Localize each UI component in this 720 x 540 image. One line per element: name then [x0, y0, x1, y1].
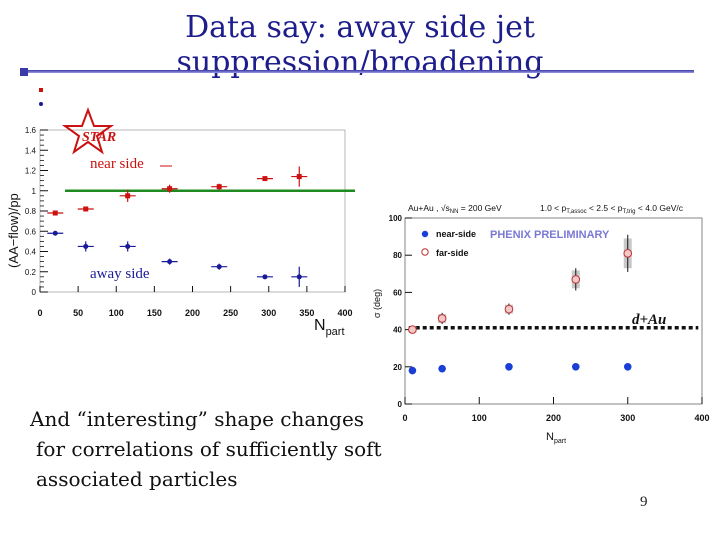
- body-line-3: associated particles: [36, 467, 238, 491]
- star-y-axis-label: (AA−flow)/pp: [6, 193, 21, 268]
- phenix-legend-near-label: near-side: [436, 229, 476, 239]
- phenix-y-tick-label: 0: [398, 400, 403, 409]
- phenix-far-point: [504, 304, 514, 314]
- phenix-near-point: [623, 363, 632, 371]
- star-logo-text: STAR: [82, 130, 116, 145]
- phenix-far-point: [571, 275, 581, 284]
- phenix-y-axis-label: σ (deg): [372, 289, 382, 318]
- star-near-point: [83, 206, 89, 212]
- star-away-point: [296, 274, 302, 280]
- title-underline-cap: [20, 68, 28, 76]
- star-near-point: [52, 210, 58, 216]
- phenix-x-axis-label: Npart: [546, 431, 566, 445]
- phenix-legend-far-marker: [421, 248, 429, 256]
- phenix-legend-far-label: far-side: [436, 248, 469, 258]
- star-away-point: [52, 230, 58, 236]
- phenix-x-tick-label: 300: [620, 413, 635, 423]
- slide-title: Data say: away side jet suppression/broa…: [176, 10, 544, 80]
- star-x-axis-label: Npart: [314, 317, 345, 338]
- star-near-point: [216, 184, 222, 190]
- phenix-legend-near-marker: [421, 230, 429, 238]
- phenix-y-tick-label: 40: [393, 326, 402, 335]
- star-x-tick-label: 0: [37, 308, 42, 318]
- body-line-2: for correlations of sufficiently soft: [36, 437, 382, 461]
- body-line-1: And “interesting” shape changes: [30, 407, 365, 431]
- phenix-plot-frame: [404, 217, 703, 405]
- star-y-tick-label: 0.6: [25, 227, 37, 236]
- star-x-tick-label: 300: [261, 308, 276, 318]
- phenix-y-tick-label: 60: [393, 288, 402, 297]
- dau-label: d+Au: [632, 312, 666, 328]
- phenix-far-point: [437, 314, 447, 323]
- star-near-point: [125, 193, 131, 199]
- star-away-point: [262, 274, 268, 280]
- phenix-chart: 0 20 40 60 80 100 0 100 200 300 400 σ (deg) Npart…: [372, 203, 710, 445]
- phenix-y-tick-label: 20: [393, 363, 402, 372]
- title-underline: [24, 70, 694, 73]
- star-x-tick-label: 400: [337, 308, 352, 318]
- phenix-x-tick-label: 400: [694, 413, 709, 423]
- away-side-annotation: away side: [90, 266, 150, 282]
- star-y-tick-label: 0.2: [25, 268, 37, 277]
- star-x-tick-label: 100: [109, 308, 124, 318]
- star-x-tick-label: 50: [73, 308, 83, 318]
- star-y-tick-label: 1: [32, 187, 37, 196]
- star-y-tick-label: 1.6: [25, 126, 37, 135]
- star-near-point: [296, 174, 302, 180]
- star-logo-icon: [61, 107, 115, 155]
- phenix-x-tick-label: 0: [402, 413, 407, 423]
- star-away-point: [167, 259, 173, 265]
- phenix-near-point: [408, 366, 417, 375]
- star-y-tick-label: 1.4: [25, 146, 37, 155]
- star-x-tick-label: 250: [223, 308, 238, 318]
- phenix-near-point: [438, 364, 446, 373]
- phenix-far-point: [408, 325, 417, 334]
- phenix-x-tick-label: 100: [472, 413, 487, 423]
- star-y-tick-label: 1.2: [25, 167, 37, 176]
- star-y-tick-label: 0: [32, 288, 37, 297]
- phenix-x-tick-label: 200: [546, 413, 561, 423]
- phenix-y-tick-label: 80: [393, 251, 402, 260]
- phenix-y-tick-label: 100: [389, 214, 403, 223]
- phenix-preliminary-watermark: PHENIX PRELIMINARY: [490, 229, 610, 241]
- phenix-far-point: [623, 249, 633, 258]
- star-away-point: [125, 243, 131, 249]
- star-chart: 0 0.2 0.4 0.6 0.8 1 1.2 1.4 1.6 0 50 100 150 200 250 3…: [6, 88, 355, 338]
- star-x-tick-label: 350: [299, 308, 314, 318]
- star-x-tick-label: 200: [185, 308, 200, 318]
- phenix-header-cuts: 1.0 < pT,assoc < 2.5 < pT,trig < 4.0 GeV…: [540, 203, 684, 215]
- star-near-point: [262, 176, 268, 182]
- star-x-tick-label: 150: [147, 308, 162, 318]
- phenix-header-energy: Au+Au , √sNN = 200 GeV: [408, 203, 502, 215]
- star-y-tick-label: 0.8: [25, 207, 37, 216]
- star-near-point: [167, 186, 173, 192]
- star-away-point: [83, 243, 89, 249]
- star-legend-away-marker: [39, 102, 43, 106]
- phenix-near-point: [505, 363, 513, 371]
- star-legend-near-marker: [39, 88, 43, 92]
- phenix-near-point: [571, 363, 580, 371]
- near-side-annotation: near side: [90, 156, 144, 172]
- slide-number: 9: [640, 494, 648, 510]
- star-away-point: [216, 264, 222, 270]
- star-y-tick-label: 0.4: [25, 248, 37, 257]
- slide-body-text: And “interesting” shape changes for corr…: [30, 404, 382, 494]
